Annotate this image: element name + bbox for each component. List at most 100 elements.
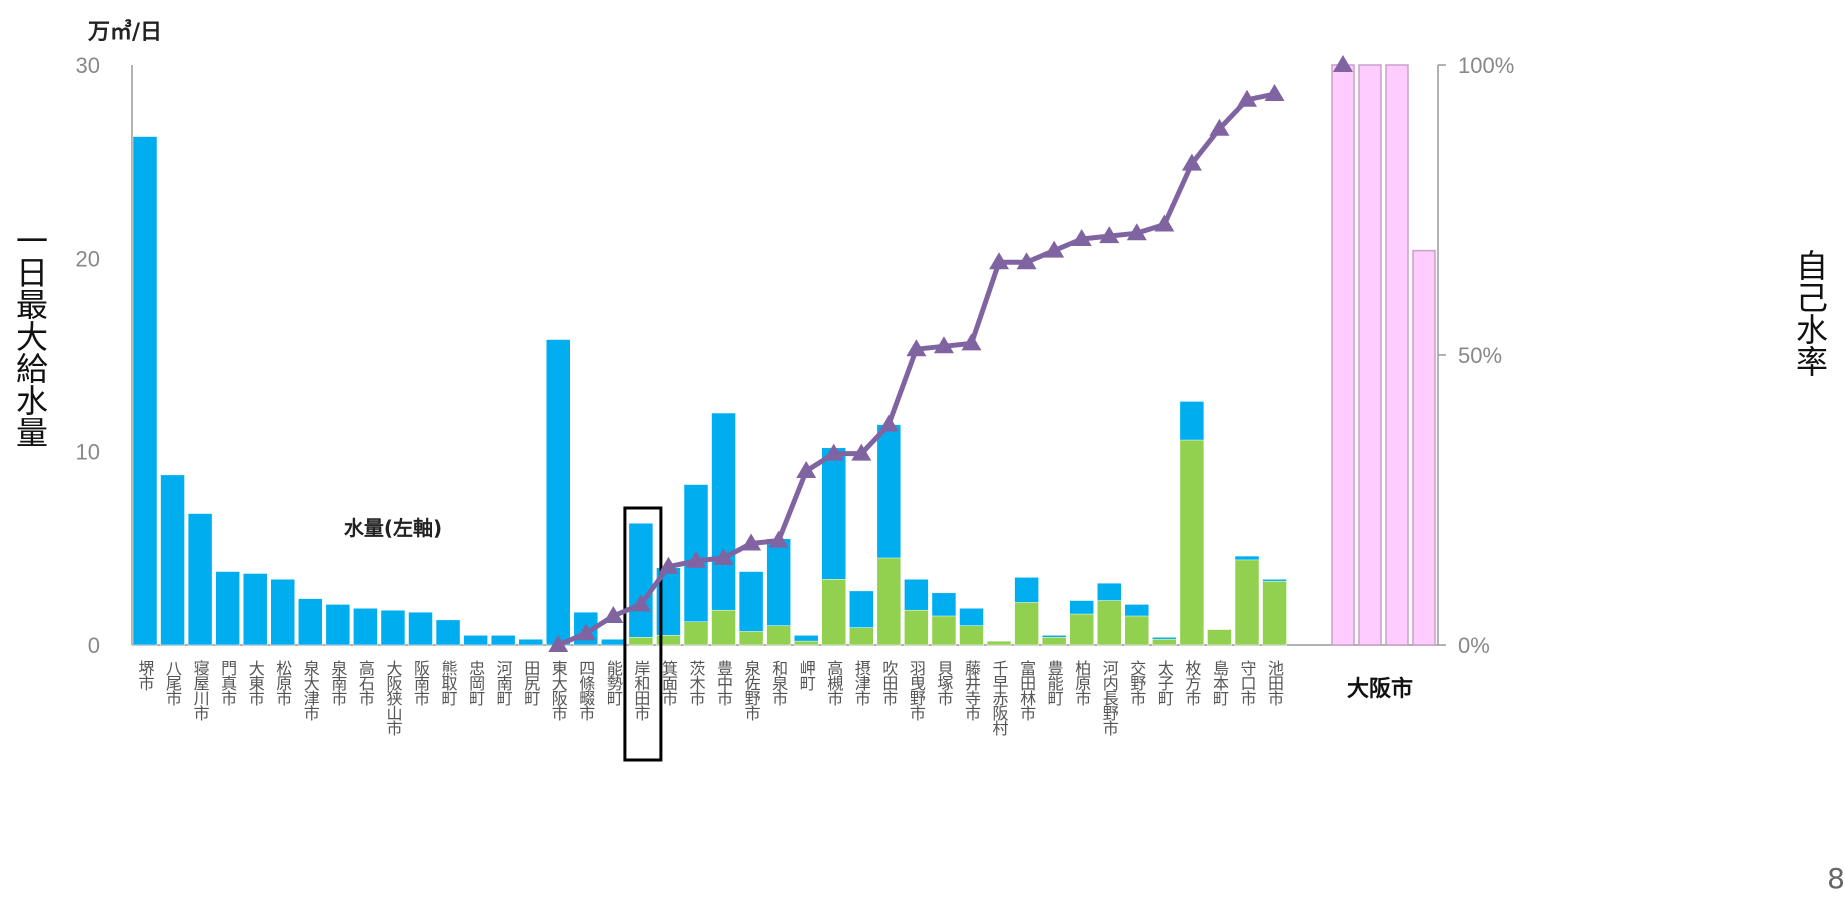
rate-marker xyxy=(603,606,624,623)
x-tick-label: 豊中市 xyxy=(714,660,733,706)
bar-self-supply xyxy=(1179,439,1205,646)
x-tick-label: 泉佐野市 xyxy=(742,660,761,721)
bar-self-supply xyxy=(738,631,764,646)
x-tick-label: 千早赤阪村 xyxy=(990,660,1009,736)
rate-marker xyxy=(1099,226,1120,244)
bar-self-supply xyxy=(628,637,654,646)
y-tick-label: 20 xyxy=(76,246,100,271)
x-tick-label: 八尾市 xyxy=(163,660,182,706)
x-tick-label: 東大阪市 xyxy=(549,660,568,721)
x-tick-label: 熊取町 xyxy=(439,660,458,706)
left-axis-title: 一日最大給水量 xyxy=(15,222,48,452)
bar-self-supply xyxy=(849,627,874,646)
rate-marker xyxy=(1209,118,1230,136)
x-tick-label: 岸和田市 xyxy=(631,660,650,721)
x-tick-label: 富田林市 xyxy=(1017,660,1036,721)
x-tick-label: 忠岡町 xyxy=(466,660,485,706)
rate-marker xyxy=(1181,153,1202,171)
rate-marker xyxy=(1237,89,1257,107)
bar-self-supply xyxy=(1069,613,1094,646)
bar-self-supply xyxy=(766,625,791,646)
bar-supply xyxy=(325,604,351,646)
page-number: 8 xyxy=(1827,862,1845,895)
y2-tick-label: 100% xyxy=(1458,53,1514,78)
bar-supply xyxy=(242,573,268,646)
bar-supply xyxy=(380,609,406,646)
bar-supply xyxy=(463,635,488,646)
osaka-bar xyxy=(1331,64,1355,646)
rate-marker xyxy=(1044,240,1065,258)
rate-marker xyxy=(1071,229,1092,246)
x-tick-label: 和泉市 xyxy=(769,660,788,706)
rate-marker xyxy=(933,336,954,354)
rate-marker xyxy=(961,333,982,351)
x-tick-label: 高槻市 xyxy=(824,660,843,706)
x-tick-label: 羽曳野市 xyxy=(907,660,926,721)
bar-supply xyxy=(353,608,378,646)
x-tick-label: 守口市 xyxy=(1238,660,1257,706)
x-tick-label: 貝塚市 xyxy=(934,660,953,706)
bar-supply xyxy=(270,579,295,646)
bar-supply xyxy=(546,339,571,646)
bar-self-supply xyxy=(931,615,957,646)
rate-marker xyxy=(989,252,1010,270)
rate-marker xyxy=(851,443,872,461)
x-tick-label: 泉大津市 xyxy=(301,660,320,721)
x-tick-label: 田尻町 xyxy=(521,660,540,706)
rate-marker xyxy=(1264,84,1285,101)
x-tick-label: 松原市 xyxy=(273,660,292,706)
x-tick-label: 交野市 xyxy=(1127,660,1146,706)
x-tick-label: 四條畷市 xyxy=(576,660,595,721)
rate-marker xyxy=(1154,214,1175,232)
y-tick-label: 0 xyxy=(88,633,100,658)
bar-supply xyxy=(518,638,543,646)
bar-supply xyxy=(408,611,433,646)
bar-self-supply xyxy=(904,609,929,646)
y-axis-unit: 万㎥/日 xyxy=(88,19,163,45)
rate-marker xyxy=(686,550,706,568)
x-tick-label: 寝屋川市 xyxy=(191,659,210,721)
right-axis-title: 自己水率 xyxy=(1795,247,1828,381)
bar-supply xyxy=(132,136,158,646)
bar-self-supply xyxy=(711,609,736,646)
y2-tick-label: 0% xyxy=(1458,633,1490,658)
bar-self-supply xyxy=(656,635,681,646)
y-tick-label: 10 xyxy=(76,440,100,465)
x-tick-label: 阪南市 xyxy=(411,660,430,706)
rate-marker xyxy=(768,530,789,548)
x-tick-label: 河南町 xyxy=(494,660,513,706)
x-tick-label: 高石市 xyxy=(356,660,375,706)
rate-marker xyxy=(713,548,734,565)
x-tick-label: 堺市 xyxy=(136,660,155,691)
x-tick-label: 大東市 xyxy=(246,660,265,706)
rate-marker xyxy=(878,414,899,432)
bar-self-supply xyxy=(1124,615,1150,646)
rate-marker xyxy=(741,533,762,551)
x-tick-label: 河内長野市 xyxy=(1100,660,1119,736)
osaka-label: 大阪市 xyxy=(1347,676,1413,702)
bar-supply xyxy=(711,412,736,646)
bar-supply xyxy=(601,638,626,646)
x-tick-label: 藤井寺市 xyxy=(962,660,981,721)
x-tick-label: 箕面市 xyxy=(659,660,678,706)
y2-tick-label: 50% xyxy=(1458,343,1502,368)
x-tick-label: 摂津市 xyxy=(852,660,871,706)
osaka-bar xyxy=(1412,249,1436,646)
bar-self-supply xyxy=(683,621,709,646)
bar-self-supply xyxy=(959,625,984,646)
rate-marker xyxy=(906,339,927,357)
bar-self-supply xyxy=(793,640,819,646)
x-tick-label: 大阪狭山市 xyxy=(383,660,402,736)
bar-self-supply xyxy=(1041,637,1067,646)
rate-marker xyxy=(575,623,596,641)
bar-supply xyxy=(490,635,516,646)
rate-marker xyxy=(796,461,817,478)
x-tick-label: 柏原市 xyxy=(1072,660,1091,706)
x-tick-label: 太子町 xyxy=(1155,660,1174,706)
rate-marker xyxy=(1016,252,1037,270)
x-tick-label: 門真市 xyxy=(218,660,237,706)
bar-supply xyxy=(628,522,654,646)
bar-self-supply xyxy=(1234,559,1260,646)
bar-supply xyxy=(435,619,461,646)
